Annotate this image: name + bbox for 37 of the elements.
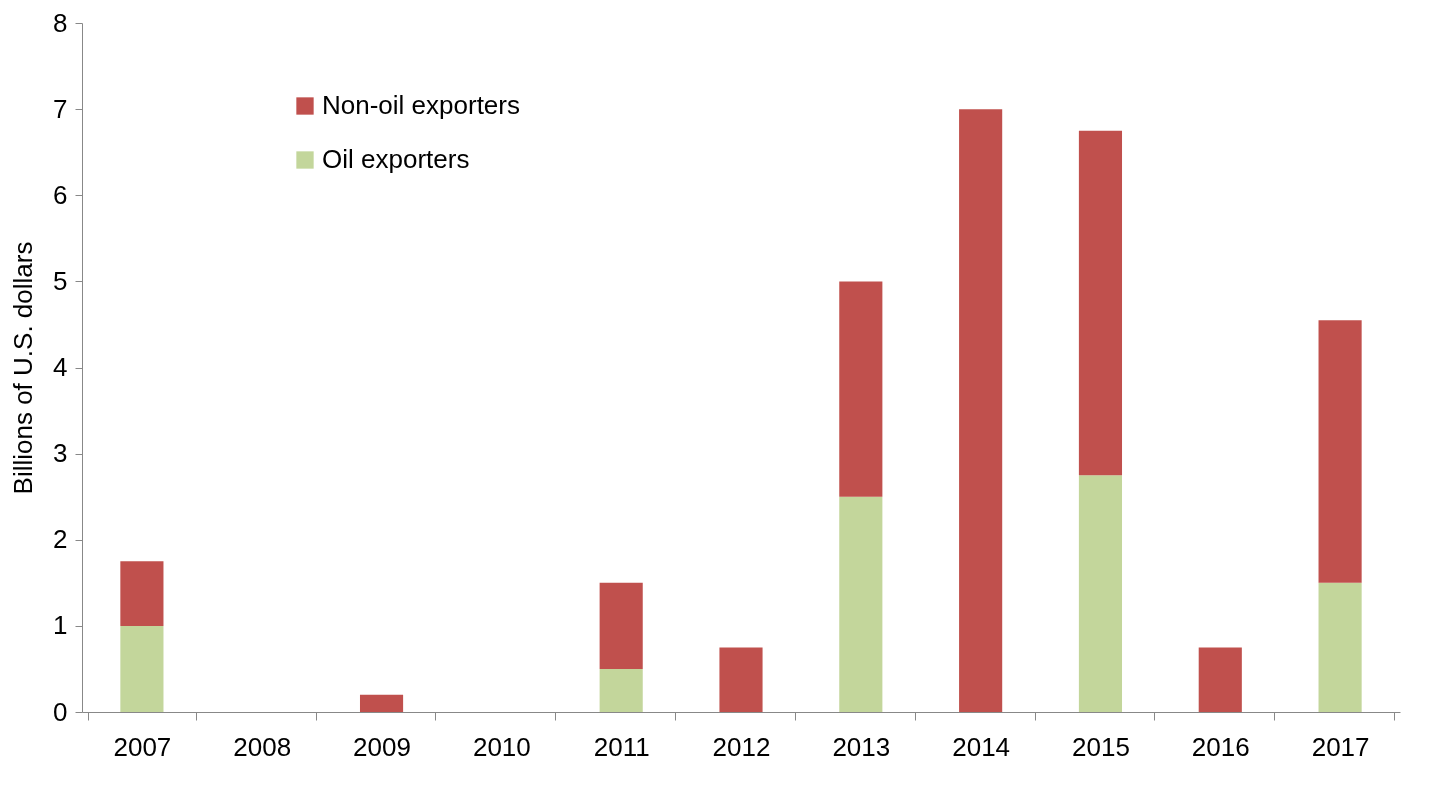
x-tick-label: 2007 <box>113 731 172 762</box>
x-tick-label: 2012 <box>712 731 771 762</box>
y-tick-label: 6 <box>53 179 68 210</box>
y-tick-label: 7 <box>53 93 68 124</box>
bar <box>1318 320 1362 583</box>
x-tick-label: 2016 <box>1191 731 1250 762</box>
bar <box>1078 130 1123 476</box>
y-tick-label: 5 <box>53 265 68 296</box>
y-tick-label: 0 <box>53 696 68 727</box>
legend-label: Oil exporters <box>322 144 470 174</box>
bar <box>1318 582 1362 712</box>
y-tick-label: 1 <box>53 610 68 641</box>
legend-label: Non-oil exporters <box>322 90 520 120</box>
y-axis-title: Billions of U.S. dollars <box>8 241 39 495</box>
x-tick-label: 2008 <box>233 731 292 762</box>
x-tick-label: 2015 <box>1072 731 1130 762</box>
y-tick-label: 4 <box>53 352 68 382</box>
bar <box>120 625 164 712</box>
bar <box>839 496 883 712</box>
y-tick-label: 3 <box>53 438 68 469</box>
bar <box>1198 647 1242 712</box>
x-tick-label: 2013 <box>832 731 891 762</box>
x-tick-label: 2010 <box>472 731 531 762</box>
bar <box>839 281 883 497</box>
bar <box>1078 475 1123 712</box>
x-tick-label: 2017 <box>1311 731 1370 762</box>
bar <box>120 561 164 626</box>
bar <box>359 694 404 712</box>
y-tick-label: 2 <box>53 524 68 555</box>
bar <box>599 668 643 712</box>
x-tick-label: 2011 <box>593 731 650 762</box>
x-tick-label: 2009 <box>353 731 411 762</box>
y-tick-label: 8 <box>53 7 68 38</box>
x-tick-label: 2014 <box>952 731 1011 762</box>
bar <box>959 109 1003 712</box>
bar <box>599 582 643 669</box>
bar <box>719 647 763 712</box>
